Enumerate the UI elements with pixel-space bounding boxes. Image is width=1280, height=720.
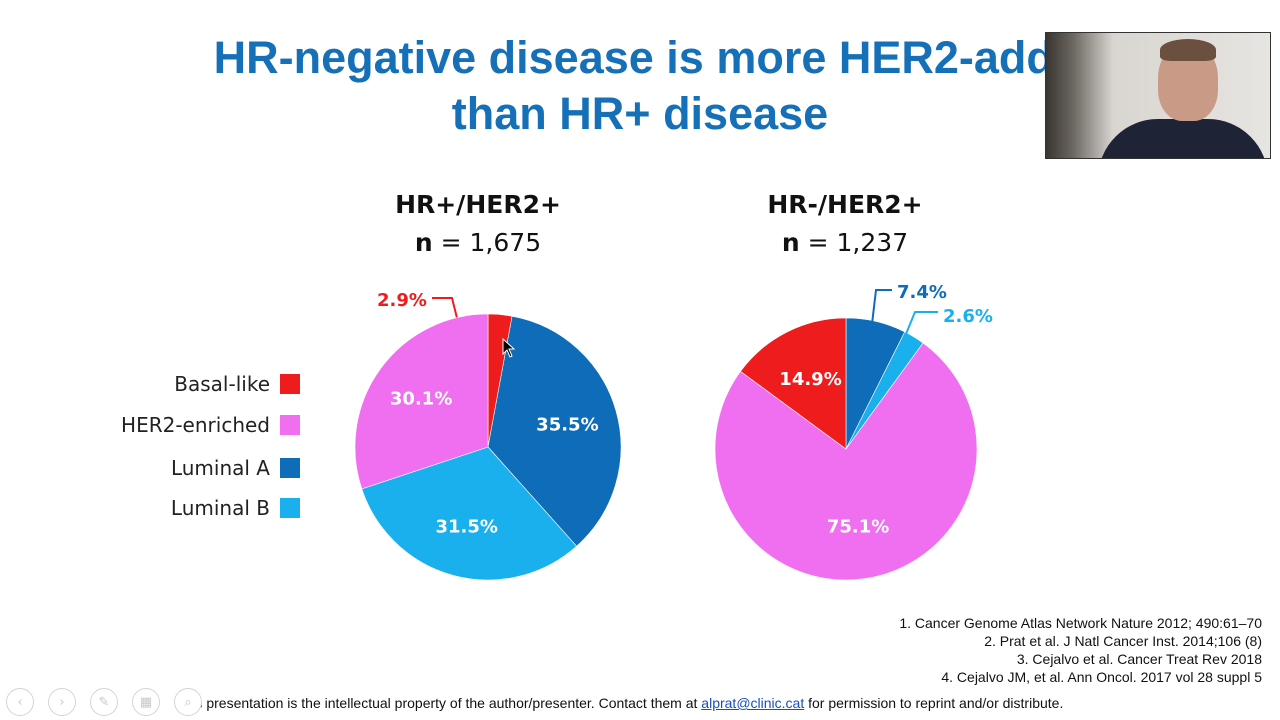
footer-text-after: for permission to reprint and/or distrib… <box>804 695 1064 711</box>
pie-slice-label: 2.9% <box>377 290 427 311</box>
pie-slice-her2-enriched <box>714 342 978 581</box>
legend-item-her2-enriched: HER2-enriched <box>121 413 300 437</box>
pie-slice-label: 75.1% <box>827 517 889 538</box>
legend-label: Basal-like <box>174 372 270 396</box>
previous-icon[interactable]: ‹ <box>6 688 34 716</box>
pen-icon[interactable]: ✎ <box>90 688 118 716</box>
contact-email-link[interactable]: alprat@clinic.cat <box>701 695 805 711</box>
chart-2-title: HR-/HER2+ <box>767 190 923 219</box>
presenter-webcam <box>1045 32 1271 159</box>
slide-title: HR-negative disease is more HER2-addi th… <box>60 30 1220 142</box>
pie-slice-label: 30.1% <box>390 389 452 410</box>
legend-swatch <box>280 458 300 478</box>
zoom-icon[interactable]: ⌕ <box>174 688 202 716</box>
chart-1-n-label: n <box>414 228 433 257</box>
copyright-footer: This presentation is the intellectual pr… <box>176 695 1063 711</box>
chart-2-n-label: n <box>781 228 800 257</box>
pie-slice-label: 14.9% <box>779 369 841 390</box>
leader-line <box>432 297 459 323</box>
legend-label: Luminal B <box>170 496 270 520</box>
leader-line <box>871 289 892 325</box>
legend-item-basal-like: Basal-like <box>174 372 300 396</box>
legend-item-luminal-a: Luminal A <box>171 456 300 480</box>
pie-slice-luminal-a <box>487 315 622 547</box>
slide-title-line1: HR-negative disease is more HER2-addi <box>213 32 1067 83</box>
chart-2-n: n = 1,237 <box>745 224 945 262</box>
presenter-body <box>1098 119 1268 158</box>
chart-1-title: HR+/HER2+ <box>395 190 561 219</box>
pie-slice-luminal-b <box>361 446 578 581</box>
slide-title-line2: than HR+ disease <box>451 88 829 139</box>
legend-label: HER2-enriched <box>121 413 270 437</box>
mouse-cursor-icon <box>502 338 516 358</box>
slides-icon[interactable]: ▦ <box>132 688 160 716</box>
legend-swatch <box>280 498 300 518</box>
chart-2-header: HR-/HER2+ n = 1,237 <box>745 186 945 262</box>
chart-1-n: n = 1,675 <box>378 224 578 262</box>
reference-item: 2. Prat et al. J Natl Cancer Inst. 2014;… <box>984 633 1262 649</box>
legend-label: Luminal A <box>170 456 270 480</box>
reference-item: 1. Cancer Genome Atlas Network Nature 20… <box>899 615 1262 631</box>
chart-2-n-value: = 1,237 <box>799 228 909 257</box>
pie-slice-label: 2.6% <box>943 306 993 327</box>
legend-swatch <box>280 374 300 394</box>
chart-1-header: HR+/HER2+ n = 1,675 <box>378 186 578 262</box>
pie-slice-label: 31.5% <box>436 517 498 538</box>
pie-slice-label: 35.5% <box>536 415 598 436</box>
chart-1-n-value: = 1,675 <box>432 228 542 257</box>
legend-swatch <box>280 415 300 435</box>
leader-line <box>905 311 938 335</box>
slide-toolbar: ‹ › ✎ ▦ ⌕ <box>6 688 202 716</box>
pie-slice-basal-like <box>740 317 847 450</box>
pie-slice-label: 7.4% <box>897 282 947 303</box>
pie-slice-her2-enriched <box>354 313 489 490</box>
reference-item: 4. Cejalvo JM, et al. Ann Oncol. 2017 vo… <box>941 669 1262 685</box>
reference-item: 3. Cejalvo et al. Cancer Treat Rev 2018 <box>1016 651 1262 667</box>
legend-item-luminal-b: Luminal B <box>171 496 300 520</box>
presenter-hair <box>1160 39 1216 61</box>
references: 1. Cancer Genome Atlas Network Nature 20… <box>899 614 1262 686</box>
footer-text-before: This presentation is the intellectual pr… <box>176 695 702 711</box>
next-icon[interactable]: › <box>48 688 76 716</box>
